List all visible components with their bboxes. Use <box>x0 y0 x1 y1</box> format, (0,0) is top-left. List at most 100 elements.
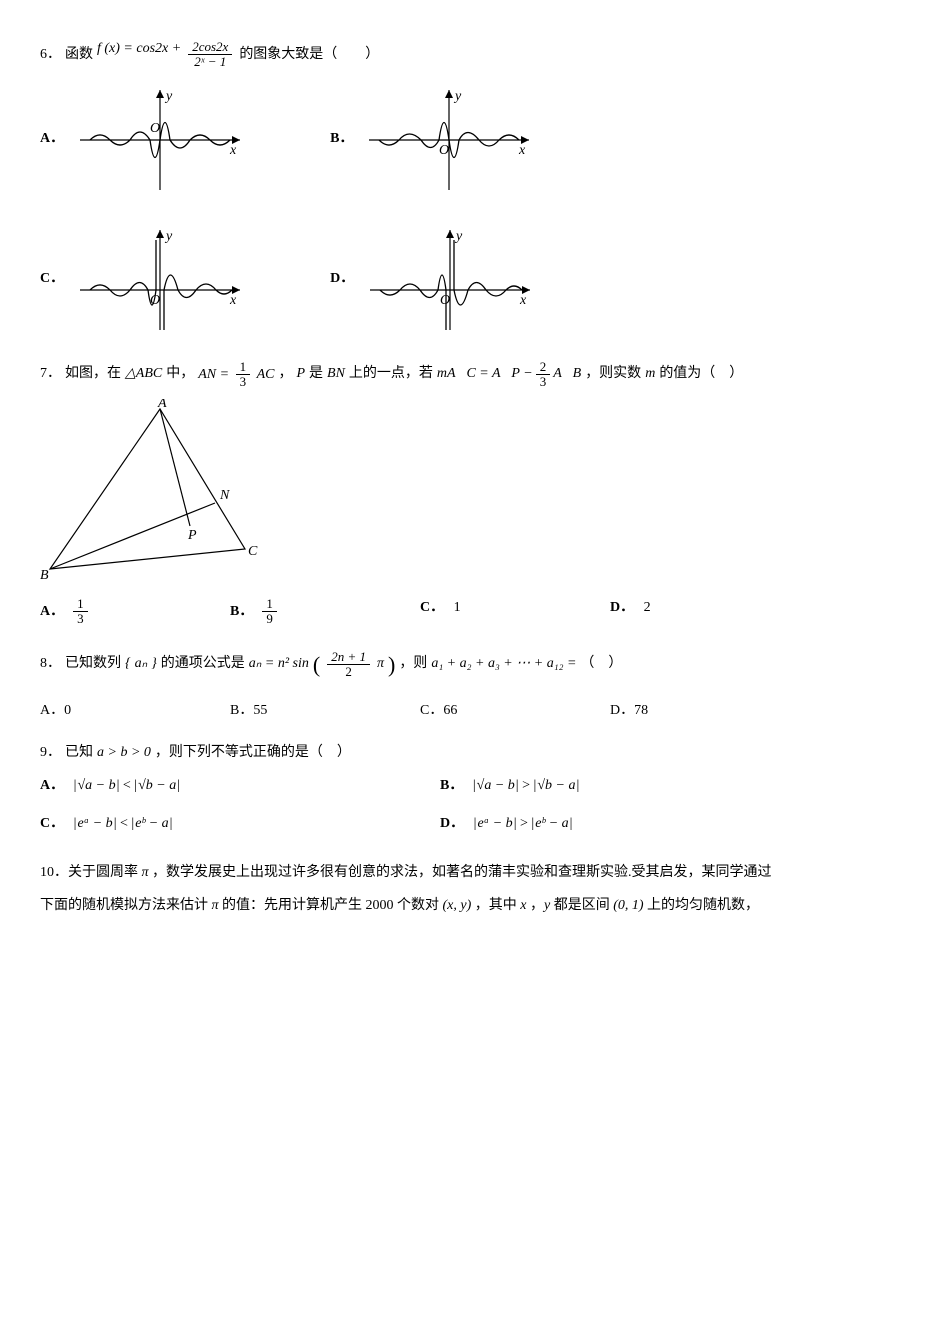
q7-a-label: A． <box>40 601 64 623</box>
q10-t3: 下面的随机模拟方法来估计 <box>40 898 212 913</box>
q6-a-label: A． <box>40 128 64 150</box>
q6-b-label: B． <box>330 128 353 150</box>
q9-option-c: C． |eᵃ − b| < |eᵇ − a| <box>40 813 440 835</box>
q7-b-frac: 1 9 <box>262 597 277 627</box>
q9-a-label: A． <box>40 778 64 793</box>
q10-t9: 上的均匀随机数， <box>644 898 760 913</box>
q9-number: 9． <box>40 742 61 764</box>
q9-a-r: √b − a <box>138 778 176 793</box>
q10-2000: 2000 <box>366 898 394 913</box>
q10-number: 10． <box>40 865 68 880</box>
question-10: 10．关于圆周率 π ，数学发展史上出现过许多很有创意的求法，如著名的蒲丰实验和… <box>40 856 910 923</box>
q6-c-label: C． <box>40 268 64 290</box>
q10-xy: (x, y) <box>443 898 472 913</box>
q7-mid1: 中， <box>166 363 194 385</box>
q7-mAC: mA⃗C = A⃗P − 2 3 A⃗B <box>437 360 581 390</box>
q9-d-l: eᵃ − b <box>477 816 512 831</box>
q7-d-label: D． <box>610 600 634 615</box>
q7-b-label: B． <box>230 601 253 623</box>
svg-text:N: N <box>219 488 230 503</box>
q10-t2: ，数学发展史上出现过许多很有创意的求法，如著名的蒲丰实验和查理斯实验.受其启发，… <box>149 865 772 880</box>
q8-paren-close: ) <box>388 647 395 682</box>
question-6: 6． 函数 f (x) = cos2x + 2cos2x 2ˣ − 1 的图象大… <box>40 40 910 340</box>
q6-option-b: B． y x O <box>330 80 539 200</box>
q7-AN-rhs: AC <box>257 367 275 382</box>
q6-row-cd: C． y x O D． y x O <box>40 220 910 340</box>
q7-mAC-num: 2 <box>536 360 551 375</box>
q10-t4: 的值：先用计算机产生 <box>219 898 366 913</box>
q7-a-num: 1 <box>73 597 88 612</box>
q6-plot-d: y x O <box>360 220 540 340</box>
q9-d-rel: > <box>520 816 531 831</box>
q8-an-lhs: aₙ = n² sin <box>249 653 309 675</box>
q7-option-c: C． 1 <box>420 597 610 627</box>
q9-prefix: 已知 <box>65 742 93 764</box>
q6-plot-c: y x O <box>70 220 250 340</box>
q9-row1: A． |√a − b| < |√b − a| B． |√a − b| > |√b… <box>40 775 910 797</box>
q7-b-den: 9 <box>262 612 277 626</box>
q7-BN: BN <box>327 363 345 385</box>
q7-mAC-den: 3 <box>536 375 551 389</box>
q8-seq-close: } <box>151 653 157 675</box>
svg-text:x: x <box>229 143 237 158</box>
q9-suffix: ，则下列不等式正确的是（ ） <box>155 742 351 764</box>
q7-mAC-frac: 2 3 <box>536 360 551 390</box>
q7-mid3: 是 <box>309 363 323 385</box>
q7-triangle: △ABC <box>125 363 162 385</box>
q7-number: 7． <box>40 363 61 385</box>
q7-option-b: B． 1 9 <box>230 597 420 627</box>
q7-AN-lhs: AN = <box>198 367 232 382</box>
q7-c-val: 1 <box>454 600 461 615</box>
q7-a-frac: 1 3 <box>73 597 88 627</box>
q8-number: 8． <box>40 653 61 675</box>
q10-pi1: π <box>142 865 149 880</box>
svg-text:y: y <box>453 89 462 104</box>
q6-option-c: C． y x O <box>40 220 250 340</box>
q8-frac: 2n + 1 2 <box>327 650 370 680</box>
q9-d-r: eᵇ − a <box>535 816 568 831</box>
q7-prefix: 如图，在 <box>65 363 121 385</box>
q6-option-d: D． y x O <box>330 220 540 340</box>
q8-option-b: B．55 <box>230 700 420 722</box>
q9-c-rel: < <box>120 816 131 831</box>
q8-frac-num: 2n + 1 <box>327 650 370 665</box>
q8-frac-den: 2 <box>327 665 370 679</box>
q7-AN-num: 1 <box>236 360 251 375</box>
svg-text:y: y <box>164 89 173 104</box>
q9-b-l: √a − b <box>477 778 515 793</box>
q8-option-d: D．78 <box>610 700 800 722</box>
q8-an: aₙ <box>135 653 148 675</box>
q8-option-a: A．0 <box>40 700 230 722</box>
q10-line2: 下面的随机模拟方法来估计 π 的值：先用计算机产生 2000 个数对 (x, y… <box>40 889 910 923</box>
q10-pi2: π <box>212 898 219 913</box>
q7-options: A． 1 3 B． 1 9 C． 1 D． 2 <box>40 597 910 627</box>
svg-text:x: x <box>229 293 237 308</box>
q7-stem: 7． 如图，在 △ABC 中， AN = 1 3 AC ， P 是 BN 上的一… <box>40 360 910 390</box>
q10-t8: 都是区间 <box>550 898 613 913</box>
q9-row2: C． |eᵃ − b| < |eᵇ − a| D． |eᵃ − b| > |eᵇ… <box>40 813 910 835</box>
q6-fx: f (x) = cos2x + <box>97 38 181 60</box>
q7-option-a: A． 1 3 <box>40 597 230 627</box>
question-7: 7． 如图，在 △ABC 中， AN = 1 3 AC ， P 是 BN 上的一… <box>40 360 910 627</box>
q7-b-num: 1 <box>262 597 277 612</box>
question-9: 9． 已知 a > b > 0 ，则下列不等式正确的是（ ） A． |√a − … <box>40 742 910 835</box>
q7-a-den: 3 <box>73 612 88 626</box>
q8-pi: π <box>377 653 384 675</box>
q7-mAC-rhs: A⃗B <box>553 363 581 385</box>
q9-a-l: √a − b <box>77 778 115 793</box>
q8-seq-open: { <box>125 653 131 675</box>
q9-cond: a > b > 0 <box>97 742 151 764</box>
svg-text:y: y <box>454 229 463 244</box>
q7-AN-frac: 1 3 <box>236 360 251 390</box>
q10-t5: 个数对 <box>394 898 443 913</box>
q7-AN-den: 3 <box>236 375 251 389</box>
q8-paren-open: ( <box>313 647 320 682</box>
q6-prefix: 函数 <box>65 44 93 66</box>
q6-d-label: D． <box>330 268 354 290</box>
q10-t6: ，其中 <box>471 898 520 913</box>
q6-plot-a: y x O <box>70 80 250 200</box>
question-8: 8． 已知数列 { aₙ } 的通项公式是 aₙ = n² sin ( 2n +… <box>40 647 910 723</box>
q7-mAC-lhs: mA⃗C = A⃗P − <box>437 363 533 385</box>
q6-suffix: 的图象大致是（ ） <box>239 44 379 66</box>
q9-d-label: D． <box>440 816 464 831</box>
